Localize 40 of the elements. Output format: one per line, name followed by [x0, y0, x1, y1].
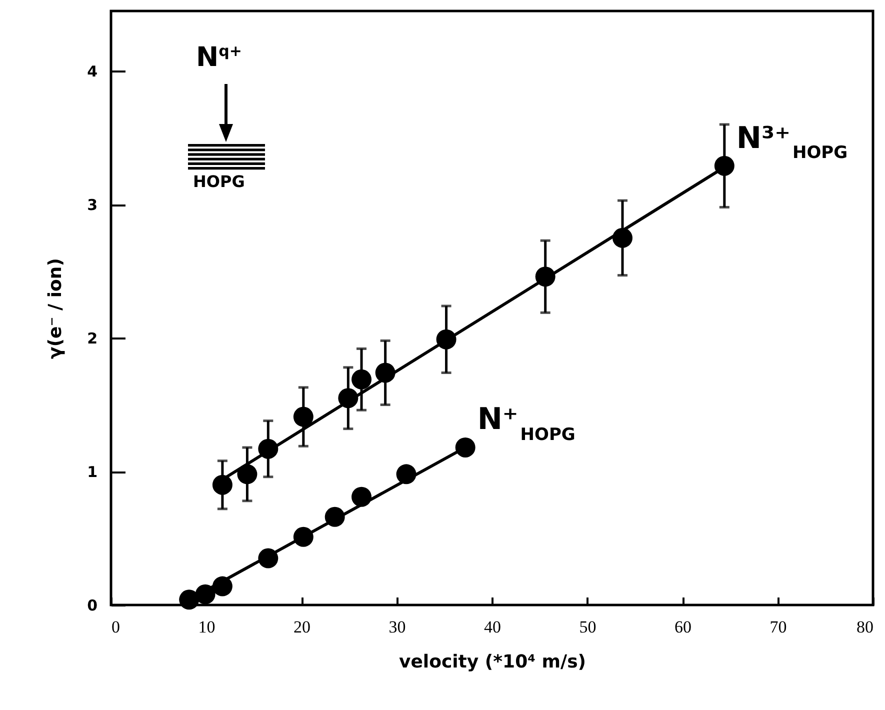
point [352, 486, 372, 507]
x-tick-label: 40 [484, 618, 501, 636]
point [179, 590, 200, 610]
point [535, 266, 556, 287]
y-tick-label: 3 [87, 196, 98, 214]
x-tick-label: 80 [856, 618, 874, 636]
point [375, 362, 396, 383]
annotation: HOPG [193, 172, 245, 191]
x-tick-label: 70 [770, 618, 787, 636]
point [455, 438, 476, 458]
y-tick-label: 0 [87, 596, 98, 614]
series-label: N⁺$_{HOPG}$ [477, 402, 576, 445]
point [324, 506, 345, 527]
point [258, 438, 278, 459]
point [714, 156, 734, 176]
series-label: N³⁺$_{HOPG}$ [736, 120, 848, 164]
point [436, 329, 456, 350]
x-tick-label: 60 [674, 618, 692, 636]
y-tick-label: 4 [87, 62, 98, 81]
y-tick-label: 1 [87, 463, 98, 482]
point [396, 464, 416, 484]
point [293, 406, 314, 427]
x-tick-label: 10 [198, 618, 216, 636]
point [258, 548, 278, 568]
x-tick-label: 20 [294, 618, 310, 636]
x-axis-title: velocity (*10⁴ m/s) [398, 652, 586, 672]
point [612, 228, 632, 248]
point [338, 388, 358, 408]
point [352, 369, 372, 390]
point [212, 474, 232, 495]
y-axis-title: γ(e⁻ / ion) [45, 258, 66, 359]
point [195, 584, 216, 604]
annotation: N$^{q+}$ [196, 42, 242, 73]
point [293, 526, 314, 547]
point [237, 464, 258, 484]
y-tick-label: 2 [87, 330, 98, 348]
x-tick-label: 50 [579, 618, 596, 636]
point [212, 576, 232, 596]
x-tick-label: 0 [112, 618, 120, 636]
x-tick-label: 30 [388, 618, 406, 636]
